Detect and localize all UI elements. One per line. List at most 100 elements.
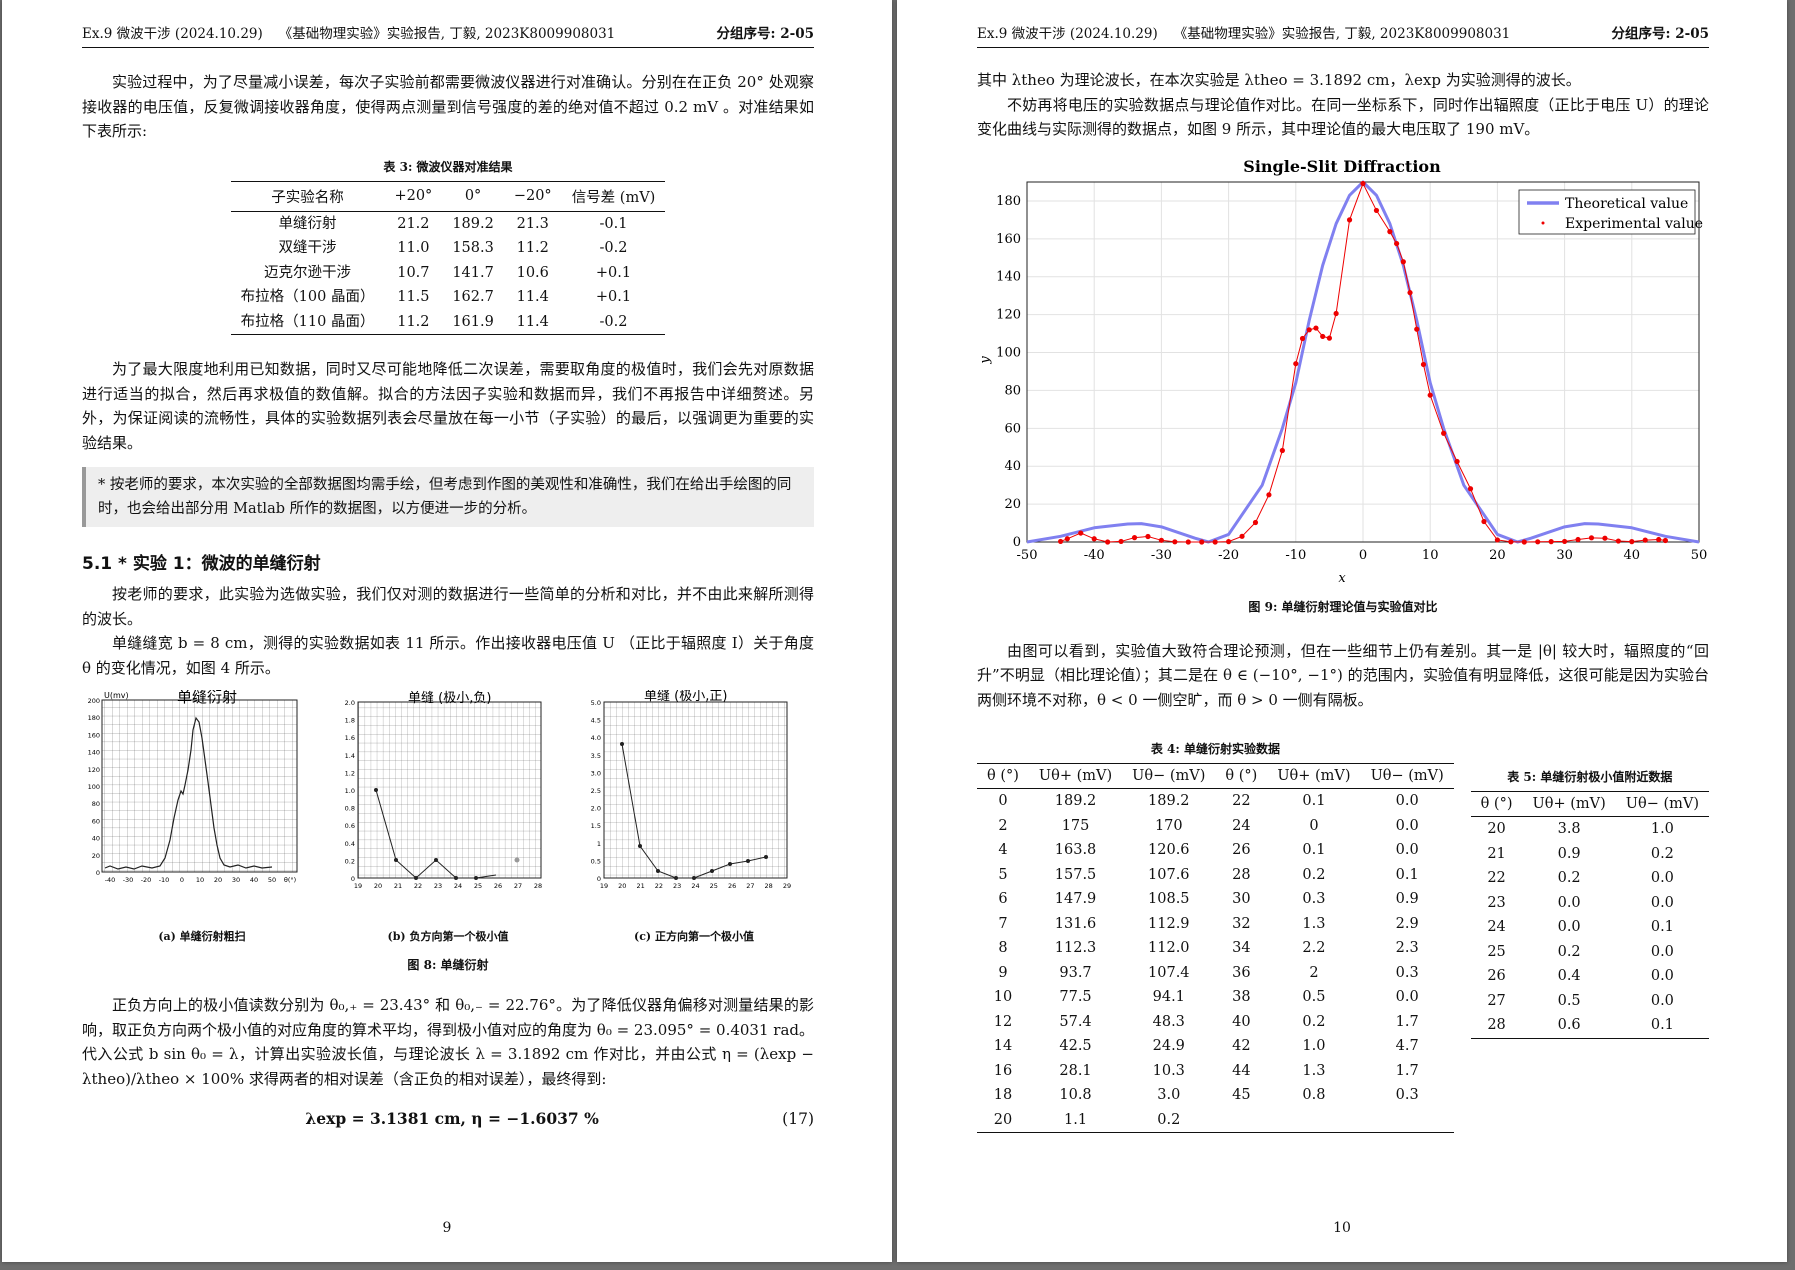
table-cell: 40 <box>1232 1013 1251 1030</box>
tick-label: θ(°) <box>284 876 296 884</box>
x-tick-label: -10 <box>1285 548 1306 563</box>
experimental-point <box>1131 534 1138 540</box>
table-cell: 42.5 <box>1059 1038 1092 1054</box>
table4-header: Uθ− (mV) <box>1360 763 1454 789</box>
y-tick-label: 20 <box>1004 497 1021 512</box>
table5-header: Uθ+ (mV) <box>1522 791 1616 817</box>
experimental-point <box>1212 538 1218 545</box>
experimental-point <box>1333 310 1339 316</box>
table-row: 迈克尔逊干涉 10.7 141.7 10.6 +0.1 <box>231 261 666 286</box>
table5-wrap: 表 5: 单缝衍射极小值附近数据 θ (°) Uθ+ (mV) Uθ− (mV) 20… <box>1470 768 1709 1133</box>
table-cell: 1.3 <box>1302 915 1326 932</box>
legend-box <box>1518 189 1696 234</box>
tick-label: 0 <box>96 869 100 877</box>
table-cell: 9 <box>998 964 1008 981</box>
experimental-point <box>1266 491 1272 497</box>
experimental-point <box>1118 538 1124 544</box>
experimental-point <box>1326 335 1332 341</box>
tick-label: 23 <box>434 882 442 890</box>
tick-label: 1.2 <box>345 769 355 777</box>
tick-label: 24 <box>691 882 699 890</box>
table-cell: 0.2 <box>1157 1111 1181 1128</box>
table3-alignment: 子实验名称 +20° 0° −20° 信号差 (mV) 单缝衍射 21.2 189.2 21.3… <box>230 180 666 335</box>
table3-header: +20° <box>384 181 443 212</box>
tick-label: 27 <box>746 882 754 890</box>
table-row: 20 3.8 1.0 <box>1471 817 1709 842</box>
table-cell: 0.0 <box>1650 870 1674 886</box>
tick-label: 4.0 <box>591 734 601 742</box>
table-row: 单缝衍射 21.2 189.2 21.3 -0.1 <box>231 211 666 236</box>
table-cell: 28 <box>1232 866 1251 883</box>
figure9-chart: Single-Slit Diffraction -50 -40 -30 -20 -10 0… <box>978 157 1708 586</box>
table-cell: 10.7 <box>397 264 430 281</box>
x-tick-label: 50 <box>1691 548 1708 563</box>
table4-header: θ (°) <box>977 763 1029 789</box>
table-cell: 1.3 <box>1302 1062 1326 1079</box>
header-report: 《基础物理实验》实验报告, 丁毅, 2023K8009908031 <box>1173 26 1511 42</box>
table-cell: -0.2 <box>599 313 628 330</box>
table-row: 0 189.2 189.2 22 0.1 0.0 <box>977 789 1454 814</box>
table-cell: 0.0 <box>1557 919 1581 935</box>
table-row: 布拉格（110 晶面） 11.2 161.9 11.4 -0.2 <box>231 310 666 335</box>
table-row: 28 0.6 0.1 <box>1471 1013 1709 1038</box>
tick-label: 20 <box>92 852 100 860</box>
experimental-point <box>1414 326 1420 332</box>
table-cell: 162.7 <box>452 289 494 305</box>
table-row: 18 10.8 3.0 45 0.8 0.3 <box>977 1083 1454 1108</box>
y-tick-label: 160 <box>996 231 1021 246</box>
paragraph-analysis: 由图可以看到，实验值大致符合理论预测，但在一些细节上仍有差别。其一是 |θ| 较… <box>977 641 1709 709</box>
tick-label: 19 <box>600 882 608 890</box>
table-cell: 28.1 <box>1059 1062 1092 1079</box>
table-cell: 1.0 <box>1302 1038 1326 1054</box>
tick-label: 0 <box>351 875 355 883</box>
tick-label: 19 <box>354 882 362 890</box>
experimental-point <box>1548 538 1554 544</box>
page-9: Ex.9 微波干涉 (2024.10.29) 《基础物理实验》实验报告, 丁毅, … <box>2 0 892 1262</box>
table-cell: 120.6 <box>1148 842 1190 858</box>
tick-label: 26 <box>728 882 736 890</box>
table-cell: 26 <box>1232 842 1251 858</box>
table-cell: +0.1 <box>595 264 632 281</box>
table-cell: 0.3 <box>1395 964 1419 981</box>
chart-series <box>1026 180 1700 545</box>
section-heading: 5.1 * 实验 1：微波的单缝衍射 <box>82 554 321 574</box>
table-cell: 迈克尔逊干涉 <box>264 264 352 281</box>
tick-label: 1.8 <box>345 717 355 725</box>
table-cell: 23 <box>1487 894 1506 911</box>
table-cell: -0.1 <box>599 215 628 232</box>
table-row: 12 57.4 48.3 40 0.2 1.7 <box>977 1010 1454 1035</box>
x-tick-label: 40 <box>1624 548 1641 563</box>
tick-label: 23 <box>673 882 681 890</box>
paragraph-lambda: 其中 λtheo 为理论波长，在本次实验是 λtheo = 3.1892 cm，… <box>977 71 1581 89</box>
table-cell: 24.9 <box>1152 1038 1185 1054</box>
table-cell: 147.9 <box>1054 891 1097 907</box>
x-tick-label: 30 <box>1556 548 1573 563</box>
table-cell: 0.0 <box>1650 968 1674 984</box>
table-cell: 1.1 <box>1064 1111 1088 1128</box>
table-row: 23 0.0 0.0 <box>1471 891 1709 916</box>
x-tick-label: 20 <box>1489 548 1506 563</box>
table-cell: 7 <box>998 915 1008 932</box>
table-row: 10 77.5 94.1 38 0.5 0.0 <box>977 985 1454 1010</box>
y-tick-label: 60 <box>1004 421 1021 436</box>
y-tick-label: 40 <box>1004 459 1021 474</box>
fig8c-title: 单缝 (极小,正) <box>644 690 727 704</box>
header-experiment: Ex.9 微波干涉 (2024.10.29) <box>977 26 1158 42</box>
table-cell: 3.0 <box>1157 1087 1181 1103</box>
experimental-point <box>1091 535 1097 541</box>
table-cell: 11.2 <box>516 240 549 256</box>
experimental-point <box>1481 518 1487 524</box>
table-cell: 22 <box>1487 870 1506 886</box>
table-cell: 141.7 <box>452 264 494 281</box>
table4-wrap: 表 4: 单缝衍射实验数据 θ (°) Uθ+ (mV) Uθ− (mV) θ (°)… <box>977 740 1454 1133</box>
paragraph-alignment: 实验过程中，为了尽量减小误差，每次子实验前都需要微波仪器进行对准确认。分别在在正… <box>82 73 814 140</box>
table-cell: 0.2 <box>1557 943 1581 960</box>
tick-label: 22 <box>414 882 422 890</box>
tick-label: 40 <box>92 835 100 843</box>
table4-caption: 表 4: 单缝衍射实验数据 <box>1150 742 1280 756</box>
experimental-point <box>1494 536 1500 543</box>
table-cell: 11.5 <box>397 289 430 305</box>
table-cell <box>1361 1108 1454 1133</box>
tick-label: 120 <box>88 766 100 774</box>
paragraph-method: 为了最大限度地利用已知数据，同时又尽可能地降低二次误差，需要取角度的极值时，我们… <box>82 360 814 452</box>
